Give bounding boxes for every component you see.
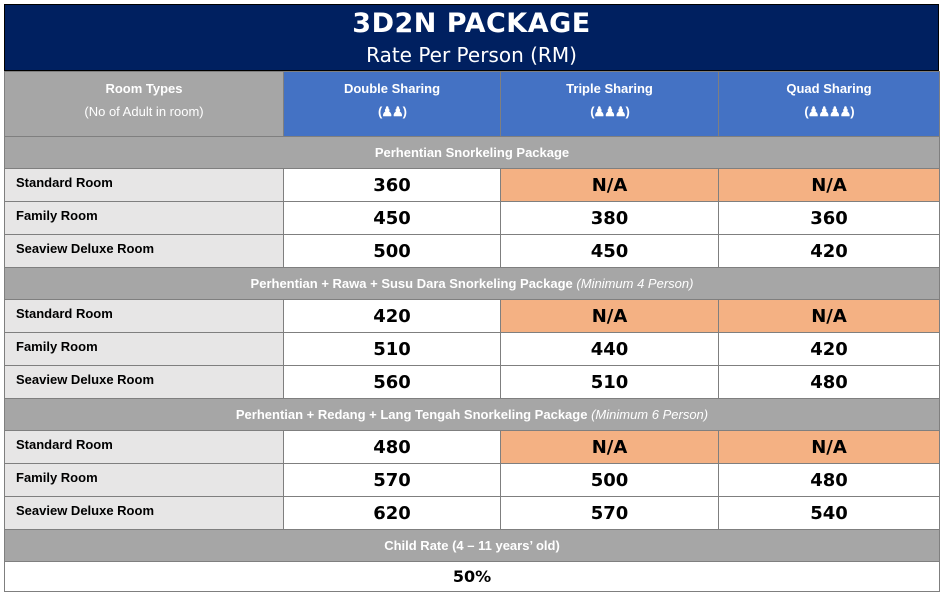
quad-rate: 360 <box>718 201 940 235</box>
room-name: Family Room <box>4 332 284 366</box>
double-rate: 420 <box>283 299 501 333</box>
room-name: Standard Room <box>4 430 284 464</box>
table-row: Family Room 510 440 420 <box>4 332 940 366</box>
quad-rate: 420 <box>718 234 940 268</box>
quad-rate: N/A <box>718 299 940 333</box>
double-sharing-header: Double Sharing (♟♟) <box>283 71 501 137</box>
triple-rate: N/A <box>500 299 719 333</box>
double-sharing-label: Double Sharing <box>343 81 441 96</box>
section-header: Perhentian + Redang + Lang Tengah Snorke… <box>4 398 940 431</box>
triple-rate: 450 <box>500 234 719 268</box>
section-title: Perhentian + Rawa + Susu Dara Snorkeling… <box>250 276 573 291</box>
triple-rate: 440 <box>500 332 719 366</box>
quad-rate: 420 <box>718 332 940 366</box>
room-name: Standard Room <box>4 299 284 333</box>
triple-rate: 380 <box>500 201 719 235</box>
triple-sharing-label: Triple Sharing <box>566 81 653 96</box>
room-name: Family Room <box>4 201 284 235</box>
table-row: Family Room 570 500 480 <box>4 463 940 497</box>
triple-rate: N/A <box>500 430 719 464</box>
quad-rate: 540 <box>718 496 940 530</box>
section-header: Perhentian + Rawa + Susu Dara Snorkeling… <box>4 267 940 300</box>
title-banner: 3D2N PACKAGE Rate Per Person (RM) <box>4 4 939 71</box>
room-name: Standard Room <box>4 168 284 202</box>
room-name: Family Room <box>4 463 284 497</box>
section-title: Perhentian + Redang + Lang Tengah Snorke… <box>235 407 588 422</box>
three-people-icon: (♟♟♟) <box>590 104 630 119</box>
triple-sharing-header: Triple Sharing (♟♟♟) <box>500 71 719 137</box>
double-rate: 570 <box>283 463 501 497</box>
room-name: Seaview Deluxe Room <box>4 234 284 268</box>
package-subtitle: Rate Per Person (RM) <box>366 43 577 67</box>
section-note: (Minimum 4 Person) <box>576 276 694 291</box>
section-header: Perhentian Snorkeling Package <box>4 136 940 169</box>
double-rate: 560 <box>283 365 501 399</box>
table-row: Standard Room 360 N/A N/A <box>4 168 940 202</box>
double-rate: 510 <box>283 332 501 366</box>
table-row: Seaview Deluxe Room 620 570 540 <box>4 496 940 530</box>
triple-rate: N/A <box>500 168 719 202</box>
triple-rate: 500 <box>500 463 719 497</box>
table-row: Seaview Deluxe Room 560 510 480 <box>4 365 940 399</box>
room-types-label: Room Types <box>105 81 183 96</box>
table-row: Standard Room 480 N/A N/A <box>4 430 940 464</box>
child-rate-label: Child Rate (4 – 11 years’ old) <box>4 529 940 562</box>
quad-rate: 480 <box>718 365 940 399</box>
quad-sharing-header: Quad Sharing (♟♟♟♟) <box>718 71 940 137</box>
double-rate: 450 <box>283 201 501 235</box>
quad-sharing-label: Quad Sharing <box>786 81 872 96</box>
table-row: Family Room 450 380 360 <box>4 201 940 235</box>
quad-rate: N/A <box>718 430 940 464</box>
table-row: Standard Room 420 N/A N/A <box>4 299 940 333</box>
child-rate-value: 50% <box>4 561 940 592</box>
triple-rate: 510 <box>500 365 719 399</box>
room-types-header: Room Types (No of Adult in room) <box>4 71 284 137</box>
double-rate: 500 <box>283 234 501 268</box>
quad-rate: N/A <box>718 168 940 202</box>
quad-rate: 480 <box>718 463 940 497</box>
rate-table: 3D2N PACKAGE Rate Per Person (RM) Room T… <box>4 4 940 592</box>
package-title: 3D2N PACKAGE <box>352 8 591 39</box>
room-name: Seaview Deluxe Room <box>4 365 284 399</box>
double-rate: 360 <box>283 168 501 202</box>
section-note: (Minimum 6 Person) <box>591 407 709 422</box>
room-name: Seaview Deluxe Room <box>4 496 284 530</box>
table-row: Seaview Deluxe Room 500 450 420 <box>4 234 940 268</box>
two-people-icon: (♟♟) <box>378 104 407 119</box>
room-types-sub: (No of Adult in room) <box>84 104 204 119</box>
triple-rate: 570 <box>500 496 719 530</box>
section-title: Perhentian Snorkeling Package <box>374 145 570 160</box>
four-people-icon: (♟♟♟♟) <box>804 104 854 119</box>
double-rate: 620 <box>283 496 501 530</box>
double-rate: 480 <box>283 430 501 464</box>
price-table: Room Types (No of Adult in room) Double … <box>4 71 940 592</box>
